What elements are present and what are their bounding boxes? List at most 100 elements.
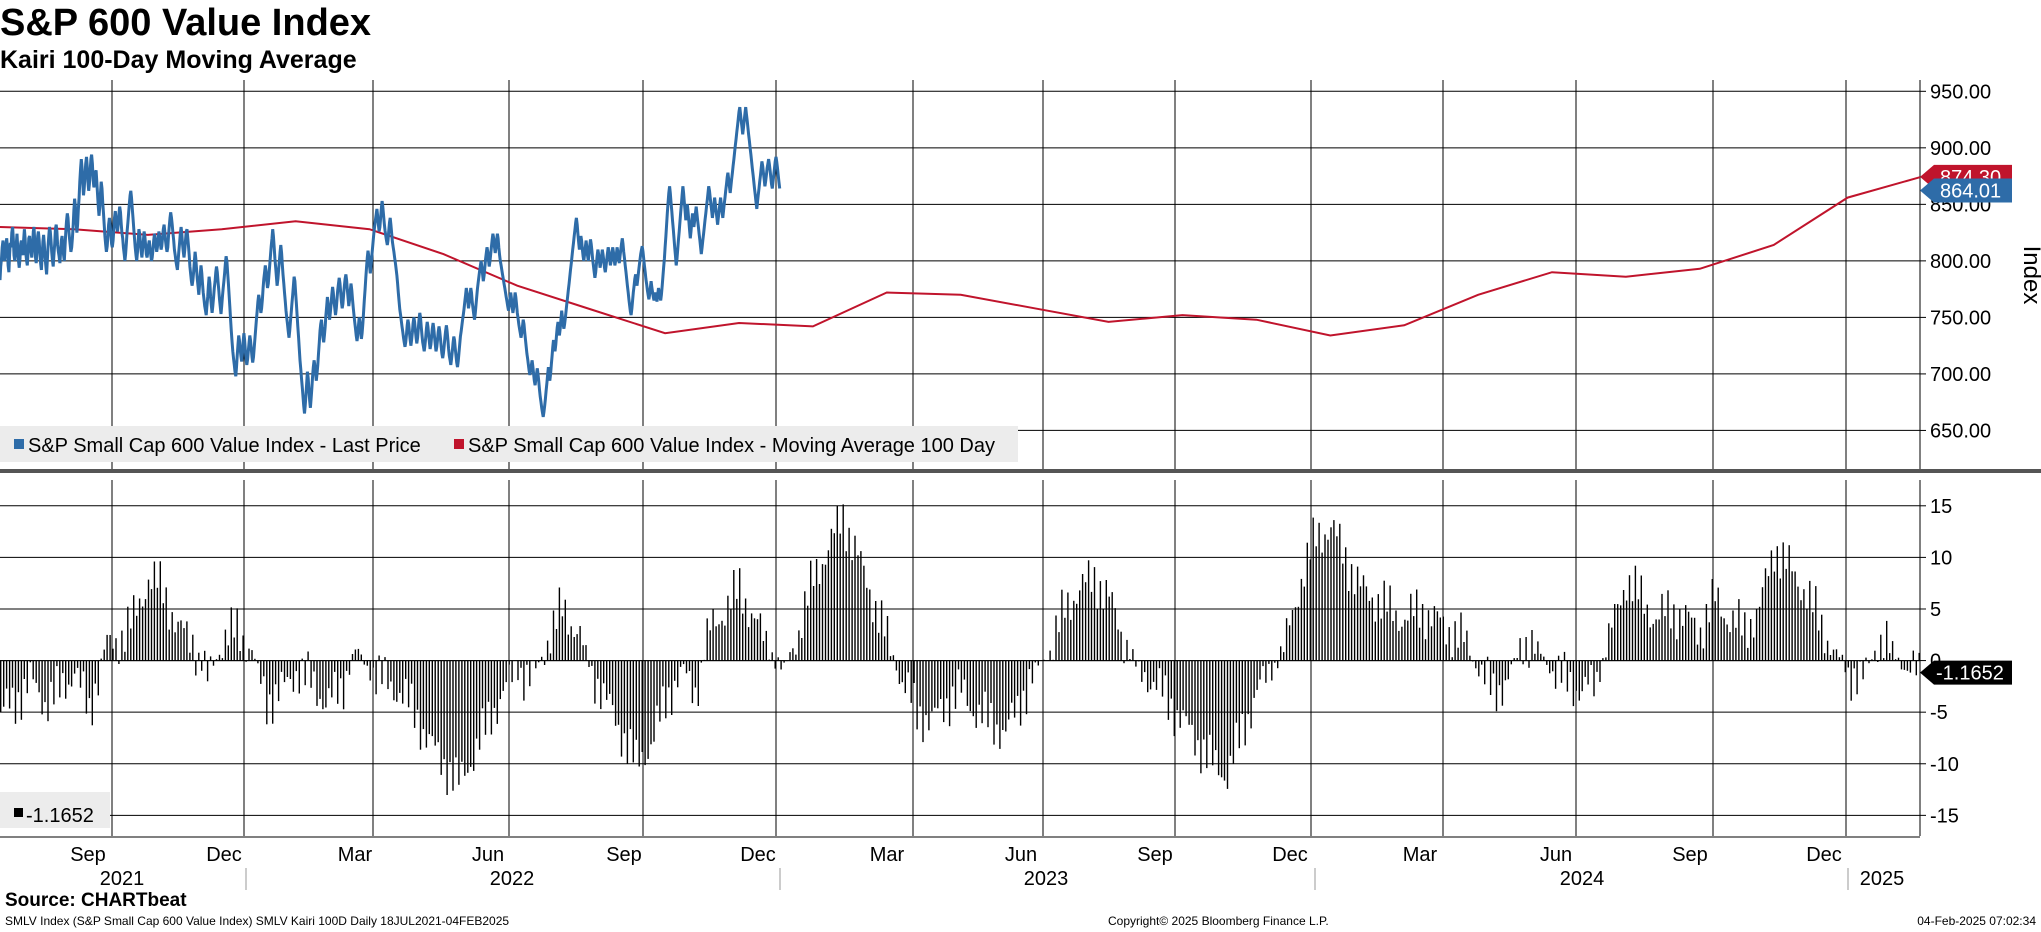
bottom-legend-label: -1.1652 [26, 805, 94, 827]
kairi-bar [242, 635, 244, 661]
kairi-bar [1463, 642, 1465, 661]
kairi-bar [1084, 582, 1087, 661]
kairi-bar [1492, 660, 1495, 674]
kairi-bar [499, 660, 501, 700]
kairi-bar [1413, 616, 1415, 661]
kairi-bar [1540, 653, 1542, 661]
kairi-bar [1339, 523, 1341, 661]
kairi-bar [1312, 517, 1314, 661]
kairi-bar [1067, 592, 1069, 661]
year-label: 2022 [490, 868, 535, 890]
kairi-bar [1114, 608, 1116, 661]
footer-info: SMLV Index (S&P Small Cap 600 Value Inde… [5, 914, 510, 928]
kairi-bar [1637, 599, 1640, 661]
kairi-bar [94, 660, 96, 684]
kairi-bar [322, 660, 324, 710]
kairi-bar [1758, 606, 1761, 661]
kairi-bar [1321, 552, 1323, 661]
kairi-bar [464, 660, 466, 776]
kairi-bar [1280, 646, 1282, 661]
kairi-bar [1333, 520, 1335, 661]
kairi-bar [789, 652, 791, 661]
x-tick-label: Mar [338, 844, 373, 866]
kairi-bar [496, 660, 498, 724]
kairi-bar [904, 660, 906, 694]
kairi-bar [1294, 607, 1297, 661]
kairi-bar [1897, 657, 1900, 661]
kairi-bar [1330, 527, 1332, 661]
kairi-bar [878, 632, 880, 661]
kairi-bar [1345, 547, 1347, 661]
kairi-bar [1392, 621, 1394, 661]
kairi-bar [1365, 586, 1368, 661]
kairi-bar [218, 654, 221, 661]
kairi-bar [1501, 660, 1504, 706]
kairi-bar [910, 660, 912, 703]
kairi-bar [62, 660, 64, 674]
kairi-bar [1546, 660, 1548, 665]
kairi-bar [1773, 571, 1776, 661]
kairi-bar [1451, 657, 1453, 661]
kairi-bar [251, 650, 253, 661]
kairi-bar [526, 660, 528, 665]
kairi-bar [679, 660, 682, 667]
kairi-bar [76, 660, 79, 668]
kairi-bar [331, 660, 333, 698]
kairi-bar [1371, 597, 1373, 661]
kairi-bar [1102, 609, 1104, 661]
kairi-bar [1767, 576, 1770, 661]
kairi-bar [431, 660, 433, 737]
kairi-bar [1386, 611, 1388, 661]
kairi-bar [946, 660, 948, 699]
kairi-bar [360, 654, 362, 661]
kairi-bar [1534, 653, 1536, 661]
kairi-bar [165, 587, 167, 661]
kairi-bar [626, 660, 629, 764]
kairi-bar [1560, 660, 1563, 683]
kairi-bar [1611, 627, 1613, 661]
kairi-bar [736, 598, 738, 661]
kairi-bar [82, 660, 85, 672]
kairi-bar [880, 600, 883, 661]
kairi-bar [47, 660, 49, 722]
kairi-bar [1327, 539, 1329, 661]
kairi-bar [1274, 660, 1276, 663]
kairi-bar [130, 628, 132, 661]
kairi-bar [671, 660, 673, 715]
kairi-bar [109, 635, 111, 661]
kairi-bar [756, 619, 759, 661]
kairi-bar [685, 660, 688, 674]
kairi-bar [875, 601, 877, 661]
kairi-bar [641, 660, 643, 752]
kairi-bar [100, 658, 102, 661]
kairi-bar [1271, 660, 1273, 681]
kairi-bar [342, 660, 345, 710]
kairi-bar [1510, 660, 1512, 665]
kairi-bar [585, 645, 587, 661]
kairi-bar [558, 587, 561, 661]
kairi-bar [254, 658, 256, 661]
kairi-bar [1008, 660, 1010, 720]
kairi-bar [573, 637, 575, 661]
kairi-bar [724, 625, 726, 661]
kairi-bar [1622, 590, 1625, 661]
kairi-bar [860, 551, 862, 661]
kairi-bar [162, 603, 164, 661]
kairi-bar [1019, 660, 1022, 726]
y-tick-label-top: 800.00 [1930, 251, 1991, 273]
kairi-bar [999, 660, 1001, 749]
kairi-bar [1696, 644, 1699, 661]
kairi-bar [437, 660, 439, 743]
kairi-bar [591, 660, 593, 666]
kairi-bar [402, 660, 404, 704]
kairi-bar [842, 504, 844, 661]
kairi-bar [564, 599, 566, 661]
kairi-bar [1572, 660, 1575, 707]
kairi-bar [384, 657, 386, 661]
kairi-bar [340, 660, 342, 679]
kairi-bar [11, 660, 14, 688]
x-tick-label: Dec [206, 844, 242, 866]
kairi-bar [484, 660, 487, 735]
kairi-bar [1871, 659, 1873, 661]
kairi-bar [144, 599, 147, 661]
